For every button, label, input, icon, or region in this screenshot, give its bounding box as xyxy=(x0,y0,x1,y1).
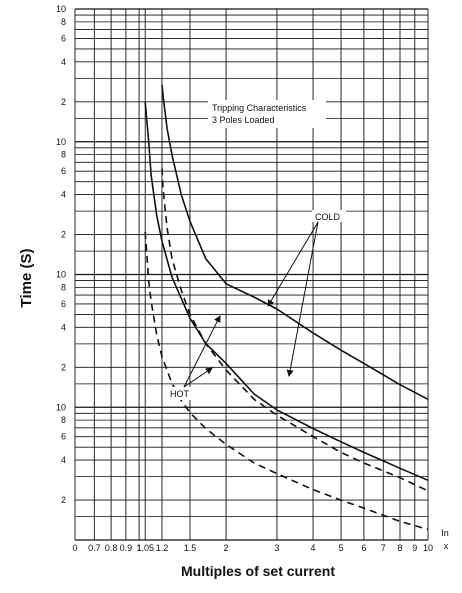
curve-1-solid xyxy=(161,84,429,401)
x-tick-label: 10 xyxy=(423,543,433,553)
cold-label: COLD xyxy=(315,212,341,222)
y-tick-label: 8 xyxy=(61,282,66,292)
y-tick-label: 2 xyxy=(61,495,66,505)
annotations: Tripping Characteristics 3 Poles Loaded CO… xyxy=(167,100,346,400)
y-tick-label: 2 xyxy=(61,230,66,240)
cold-arrow-1 xyxy=(267,221,319,307)
hot-label-background xyxy=(167,387,195,400)
annotation-text: Tripping Characteristics xyxy=(212,103,307,113)
cold-label-background xyxy=(312,210,346,222)
x-tick-label: 1.5 xyxy=(184,543,197,553)
x-tick-label: 7 xyxy=(381,543,386,553)
x-tick-label: 2 xyxy=(224,543,229,553)
curve-3-dashed xyxy=(161,168,429,492)
x-tick-labels: 0 0.7 0.8 0.9 11.05 1.2 1.5 2 3 4 5 6 7 8 9 10 xyxy=(72,543,433,553)
x-tick-label: 1 xyxy=(137,543,142,553)
x-tick-label: 8 xyxy=(397,543,402,553)
x-tick-label: 6 xyxy=(361,543,366,553)
y-tick-label: 8 xyxy=(61,150,66,160)
x-tick-label: 1.2 xyxy=(156,543,169,553)
curve-2-solid xyxy=(144,101,429,482)
y-tick-label: 6 xyxy=(61,33,66,43)
y-tick-label: 10 xyxy=(56,137,66,147)
x-tick-label: 0 xyxy=(72,543,77,553)
grid-lines xyxy=(74,8,429,541)
annotation-text: 3 Poles Loaded xyxy=(212,115,275,125)
x-axis-title: Multiples of set current xyxy=(181,563,335,579)
hot-arrow-2 xyxy=(183,367,213,388)
y-tick-label: 8 xyxy=(61,415,66,425)
y-tick-label: 10 xyxy=(56,270,66,280)
hot-label: HOT xyxy=(170,389,190,399)
y-tick-label: 2 xyxy=(61,97,66,107)
y-tick-labels: 2 4 6 8 10 2 4 6 8 10 2 4 6 8 10 2 4 6 8 10 xyxy=(56,4,66,505)
x-tick-label: 0.7 xyxy=(88,543,101,553)
curves xyxy=(144,84,429,531)
y-tick-label: 6 xyxy=(61,166,66,176)
x-tick-label: 4 xyxy=(311,543,316,553)
curve-4-dashed xyxy=(144,231,429,531)
y-tick-label: 4 xyxy=(61,322,66,332)
y-tick-label: 10 xyxy=(56,4,66,14)
y-tick-label: 4 xyxy=(61,57,66,67)
y-tick-label: 10 xyxy=(56,402,66,412)
hot-arrow-1 xyxy=(183,315,221,388)
y-axis-title: Time (S) xyxy=(18,249,35,308)
x-tick-label: 3 xyxy=(274,543,279,553)
annotation-background xyxy=(208,100,326,128)
x-axis-end-label: x xyxy=(444,541,449,551)
y-tick-label: 4 xyxy=(61,455,66,465)
y-tick-label: 6 xyxy=(61,432,66,442)
y-tick-label: 4 xyxy=(61,190,66,200)
x-tick-label: 0.9 xyxy=(120,543,133,553)
y-tick-label: 6 xyxy=(61,299,66,309)
x-tick-label: 5 xyxy=(339,543,344,553)
x-unit-label: In xyxy=(441,528,449,538)
y-tick-label: 8 xyxy=(61,17,66,27)
x-tick-label: 0.8 xyxy=(105,543,118,553)
x-tick-label: 1.05 xyxy=(136,543,154,553)
cold-arrow-2 xyxy=(286,221,319,377)
y-tick-label: 2 xyxy=(61,362,66,372)
x-tick-label: 9 xyxy=(412,543,417,553)
